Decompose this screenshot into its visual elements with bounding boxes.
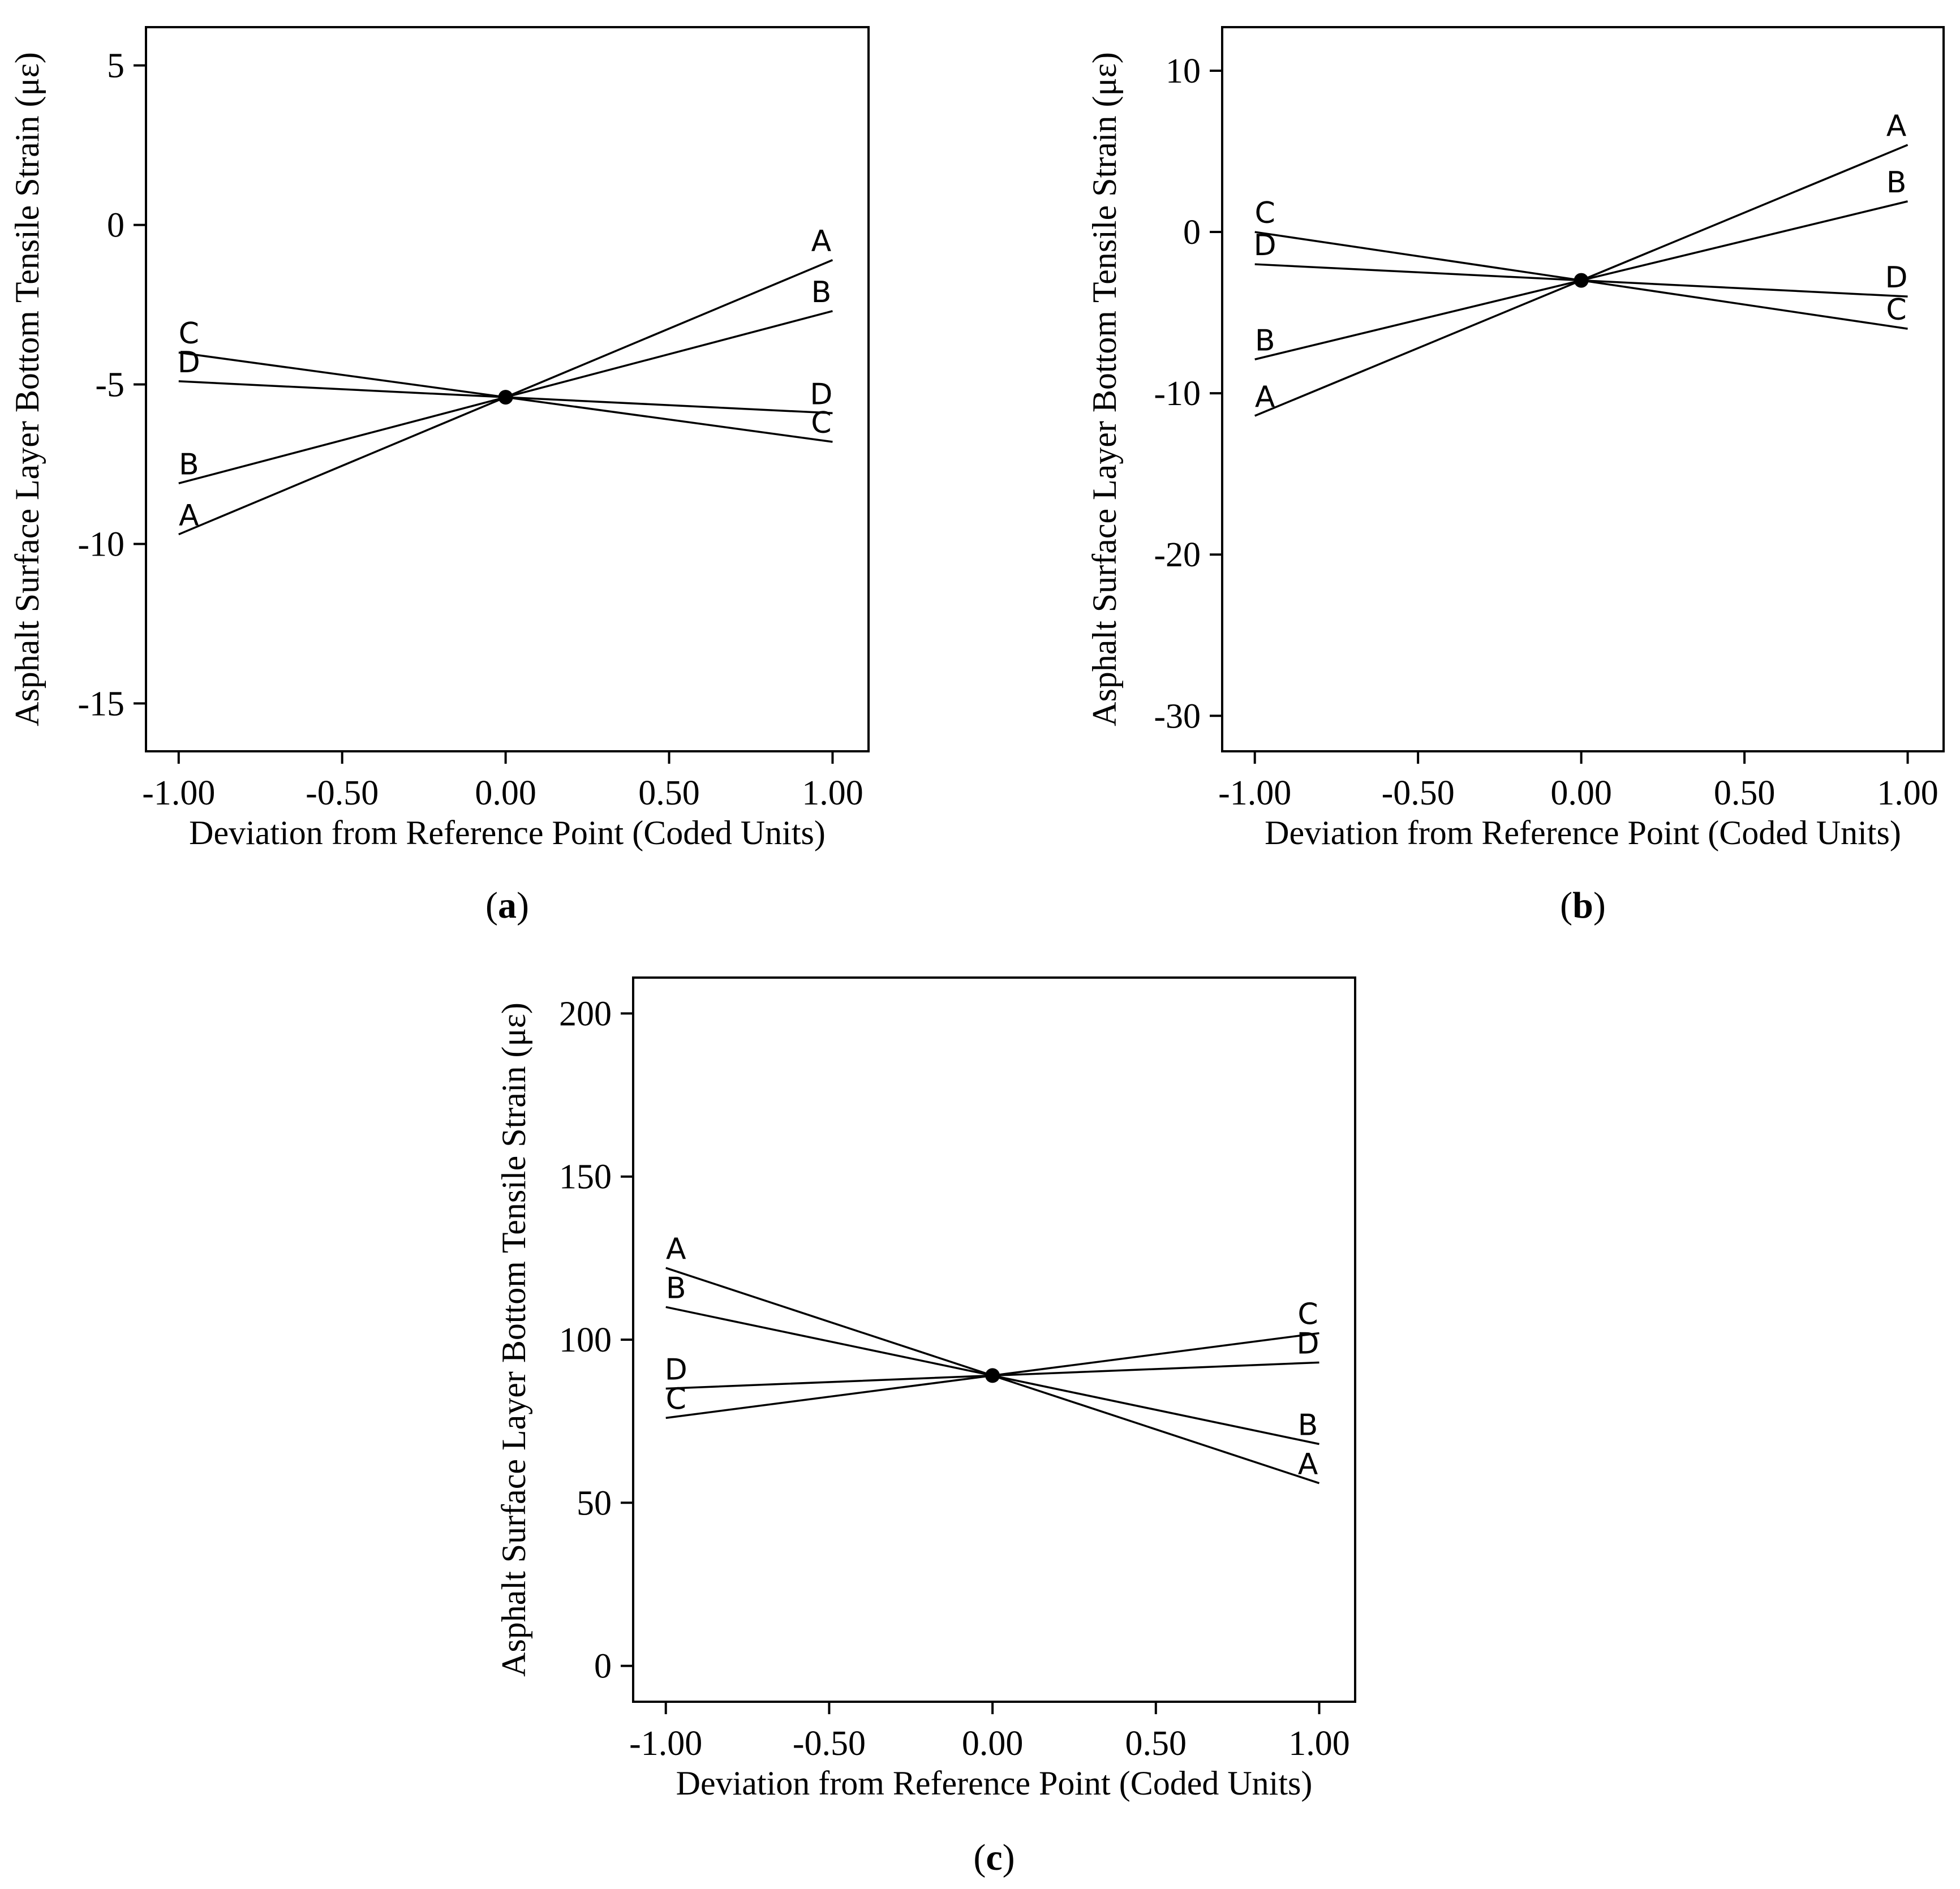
x-axis-title: Deviation from Reference Point (Coded Un… (676, 1765, 1313, 1802)
x-axis-title: Deviation from Reference Point (Coded Un… (1265, 814, 1901, 851)
y-tick-label: 200 (559, 995, 612, 1033)
y-tick-label: 50 (577, 1484, 612, 1522)
caption-letter: a (498, 885, 517, 926)
series-label-left-a: A (179, 499, 199, 533)
y-tick-label: -30 (1154, 697, 1201, 735)
x-tick-label: -0.50 (793, 1724, 866, 1763)
series-label-right-d: D (810, 377, 832, 411)
caption-close: ) (1003, 1837, 1015, 1878)
series-label-right-a: A (811, 225, 832, 259)
x-tick-label: -1.00 (629, 1724, 702, 1763)
reference-point-marker (1574, 273, 1589, 288)
series-label-right-b: B (811, 276, 832, 309)
panel-caption: (a) (485, 885, 529, 926)
series-label-left-b: B (1255, 324, 1275, 358)
x-tick-label: 0.00 (475, 774, 536, 812)
y-tick-label: 0 (107, 206, 124, 245)
caption-open: ( (485, 885, 498, 926)
series-label-right-c: C (1886, 293, 1906, 327)
x-tick-label: 0.50 (1714, 774, 1776, 812)
y-tick-label: 0 (594, 1647, 612, 1686)
caption-close: ) (517, 885, 529, 926)
y-axis-title: Asphalt Surface Layer Bottom Tensile Str… (8, 52, 46, 726)
series-label-left-c: C (179, 317, 199, 351)
x-tick-label: -0.50 (306, 774, 379, 812)
y-axis-title: Asphalt Surface Layer Bottom Tensile Str… (495, 1002, 532, 1677)
series-label-left-d: D (1254, 229, 1276, 263)
series-label-right-a: A (1886, 109, 1907, 143)
chart-panel-c: 0 50 100 150 200 -1.00 -0.50 0.00 0.50 1.00Deviat… (495, 976, 1356, 1878)
x-tick-label: -0.50 (1382, 774, 1455, 812)
plot-frame (632, 976, 1356, 1703)
y-tick-label: -10 (1154, 375, 1201, 413)
y-tick-label: -10 (78, 525, 124, 563)
series-label-right-a: A (1298, 1448, 1318, 1482)
y-tick-label: 10 (1166, 52, 1201, 91)
panel-caption: (b) (1560, 885, 1606, 926)
x-tick-label: 0.00 (1550, 774, 1612, 812)
series-label-left-b: B (179, 447, 199, 481)
x-axis-title: Deviation from Reference Point (Coded Un… (189, 814, 826, 851)
reference-point-marker (498, 390, 513, 405)
series-label-right-d: D (1885, 261, 1908, 295)
x-tick-label: -1.00 (1218, 774, 1291, 812)
y-tick-label: 100 (559, 1321, 612, 1359)
x-tick-label: 0.00 (962, 1724, 1024, 1763)
y-tick-label: 0 (1183, 213, 1201, 252)
y-tick-label: -5 (95, 366, 124, 405)
series-label-right-b: B (1298, 1409, 1318, 1443)
y-tick-label: -15 (78, 685, 124, 723)
x-tick-label: 0.50 (638, 774, 700, 812)
reference-point-marker (985, 1368, 1000, 1383)
caption-letter: b (1572, 885, 1593, 926)
series-label-right-b: B (1886, 166, 1907, 200)
series-label-left-b: B (666, 1271, 686, 1305)
x-tick-label: 1.00 (802, 774, 863, 812)
caption-open: ( (1560, 885, 1572, 926)
y-tick-label: 5 (107, 47, 124, 85)
panel-caption: (c) (973, 1837, 1015, 1878)
chart-panel-a: -15 -10 -5 0 5 -1.00 -0.50 0.00 0.50 1.00Deviatio… (8, 26, 870, 926)
series-label-left-a: A (1255, 380, 1275, 414)
x-tick-label: 0.50 (1125, 1724, 1187, 1763)
series-label-left-c: C (1255, 196, 1275, 230)
chart-panel-b: -30 -20 -10 0 10 -1.00 -0.50 0.00 0.50 1.00Deviat… (1086, 26, 1945, 926)
y-tick-label: 150 (559, 1158, 612, 1197)
series-label-left-d: D (178, 346, 200, 380)
y-axis-title: Asphalt Surface Layer Bottom Tensile Str… (1086, 52, 1123, 726)
series-label-right-c: C (1297, 1297, 1318, 1331)
series-label-right-d: D (1296, 1327, 1319, 1361)
x-tick-label: -1.00 (142, 774, 215, 812)
caption-open: ( (973, 1837, 986, 1878)
series-label-left-d: D (665, 1353, 687, 1387)
caption-letter: c (986, 1837, 1002, 1878)
series-label-left-a: A (666, 1232, 686, 1266)
y-tick-label: -20 (1154, 536, 1201, 574)
caption-close: ) (1593, 885, 1606, 926)
plot-frame (145, 26, 870, 752)
x-tick-label: 1.00 (1288, 1724, 1350, 1763)
x-tick-label: 1.00 (1877, 774, 1938, 812)
plot-frame (1221, 26, 1945, 752)
